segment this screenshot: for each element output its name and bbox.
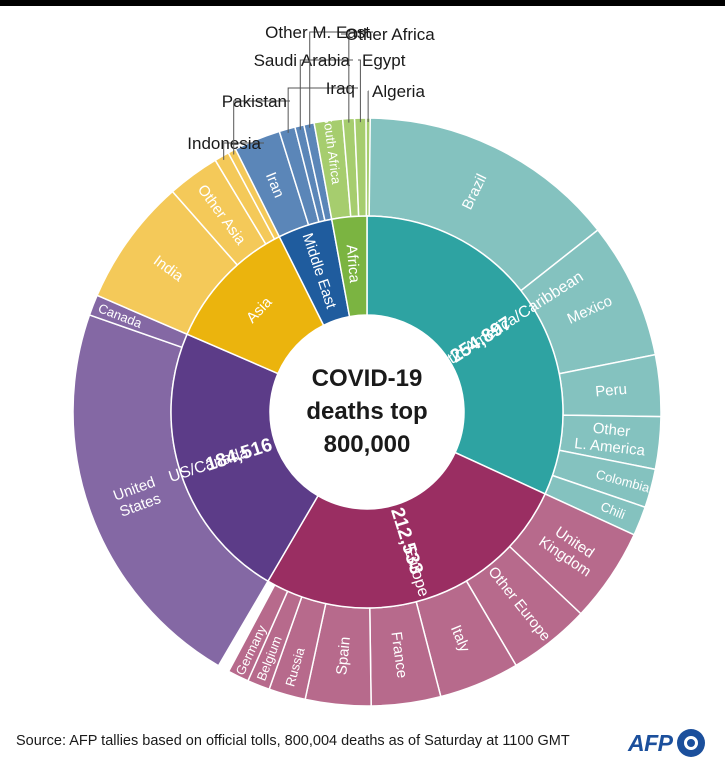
inner-ring xyxy=(170,215,564,609)
callout-line-indonesia xyxy=(223,142,264,160)
callout-lines: Indonesia Pakistan Iraq Saudi Arabia Other M… xyxy=(187,23,435,160)
chart-title-line-1: COVID-19 xyxy=(312,365,423,392)
callout-line-saudi-arabia xyxy=(299,59,353,130)
callout-label-iraq: Iraq xyxy=(326,79,355,98)
callout-label-pakistan: Pakistan xyxy=(222,92,287,111)
callout-label-other-m-east: Other M. East xyxy=(265,23,370,42)
callout-label-saudi-arabia: Saudi Arabia xyxy=(254,51,351,70)
chart-title-line-2: deaths top xyxy=(306,398,427,425)
source-note: Source: AFP tallies based on official to… xyxy=(16,733,570,749)
callout-line-egypt xyxy=(358,59,361,123)
outer-segment-algeria xyxy=(365,117,371,217)
callout-line-pakistan xyxy=(233,100,290,155)
afp-logo: AFP xyxy=(628,728,705,758)
callout-label-egypt: Egypt xyxy=(362,51,406,70)
callout-line-other-m-east xyxy=(309,31,373,128)
callout-label-other-africa: Other Africa xyxy=(345,25,435,44)
center-hole xyxy=(270,315,464,509)
outer-label-spain: Spain xyxy=(333,636,354,676)
chart-title-line-3: 800,000 xyxy=(324,431,411,458)
top-rule xyxy=(0,0,725,6)
afp-logo-text: AFP xyxy=(628,729,673,756)
outer-label-peru: Peru xyxy=(595,381,628,401)
callout-label-algeria: Algeria xyxy=(372,82,425,101)
afp-logo-mark xyxy=(676,729,705,757)
callout-label-indonesia: Indonesia xyxy=(187,134,261,153)
outer-label-france: France xyxy=(387,631,410,680)
inner-label-africa: Africa xyxy=(343,244,363,284)
callout-line-other-africa xyxy=(341,33,350,123)
callout-line-iraq xyxy=(287,87,358,133)
